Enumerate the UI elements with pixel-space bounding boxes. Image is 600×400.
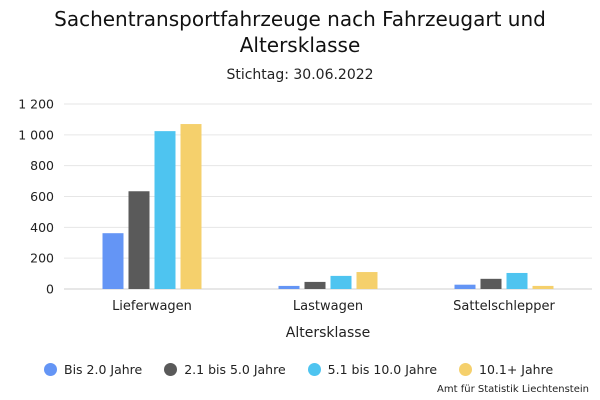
bar — [506, 272, 528, 289]
y-tick-label: 600 — [30, 189, 54, 204]
x-axis-categories: Lieferwagen Lastwagen Sattelschlepper — [112, 299, 555, 314]
legend-item[interactable]: 10.1+ Jahre — [459, 362, 553, 377]
chart-subtitle: Stichtag: 30.06.2022 — [226, 67, 374, 83]
legend-marker — [164, 363, 178, 376]
y-tick-label: 400 — [30, 220, 54, 235]
bar — [330, 275, 352, 289]
legend-marker — [459, 363, 473, 376]
legend-marker — [307, 363, 321, 376]
x-category-label: Sattelschlepper — [453, 299, 555, 314]
bar — [532, 285, 554, 289]
chart-title: Sachentransportfahrzeuge nach Fahrzeugar… — [54, 7, 546, 57]
y-tick-label: 1 200 — [18, 97, 54, 112]
y-tick-label: 800 — [30, 158, 54, 173]
gridlines — [64, 103, 592, 290]
x-category-label: Lieferwagen — [112, 299, 192, 314]
bar — [454, 284, 476, 289]
y-axis-ticks: 0 200 400 600 800 1 000 1 200 — [18, 97, 54, 297]
x-axis-label: Altersklasse — [286, 325, 370, 341]
legend-item[interactable]: 2.1 bis 5.0 Jahre — [164, 362, 286, 377]
bar — [102, 233, 124, 289]
bars — [102, 124, 554, 290]
bar — [278, 285, 300, 289]
legend-label: Bis 2.0 Jahre — [64, 362, 143, 377]
y-tick-label: 200 — [30, 251, 54, 266]
y-tick-label: 0 — [46, 282, 54, 297]
legend-label: 5.1 bis 10.0 Jahre — [327, 362, 438, 377]
bar — [356, 272, 378, 289]
bar — [154, 131, 176, 289]
bar — [480, 278, 502, 289]
legend-label: 10.1+ Jahre — [479, 362, 554, 377]
legend: Bis 2.0 Jahre 2.1 bis 5.0 Jahre 5.1 bis 10… — [44, 362, 553, 377]
source-credit: Amt für Statistik Liechtenstein — [437, 384, 589, 395]
bar — [128, 191, 150, 289]
x-category-label: Lastwagen — [293, 299, 363, 314]
y-tick-label: 1 000 — [18, 127, 54, 142]
legend-label: 2.1 bis 5.0 Jahre — [184, 362, 286, 377]
legend-marker — [44, 363, 57, 376]
legend-item[interactable]: Bis 2.0 Jahre — [44, 362, 142, 377]
bar — [304, 281, 326, 289]
legend-item[interactable]: 5.1 bis 10.0 Jahre — [307, 362, 438, 377]
bar — [180, 124, 202, 290]
